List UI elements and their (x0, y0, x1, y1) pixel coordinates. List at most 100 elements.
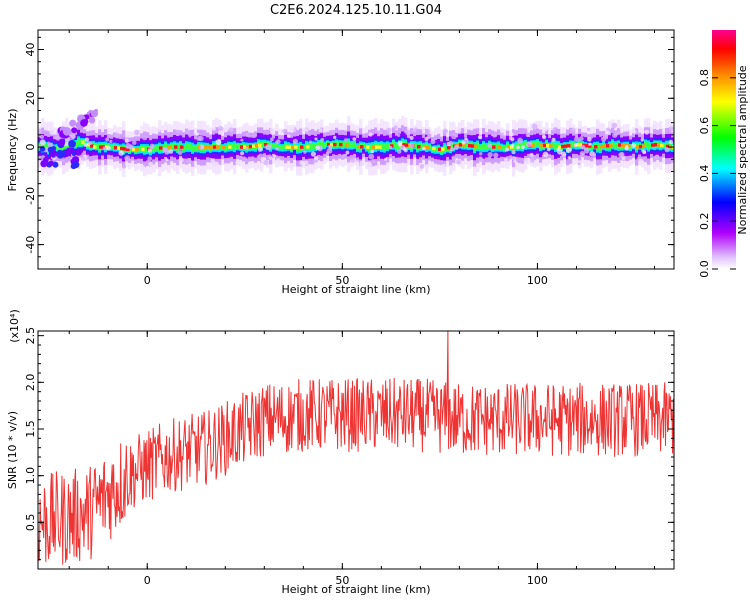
heatmap-core-cell (405, 143, 409, 147)
heatmap-cell (230, 143, 234, 150)
heatmap-speckle (198, 135, 204, 142)
heatmap-core-cell (81, 140, 85, 144)
heatmap-speckle (487, 151, 493, 158)
heatmap-core-cell (447, 146, 451, 150)
heatmap-speckle (638, 158, 644, 164)
heatmap-core-cell (564, 144, 568, 148)
colorbar-gradient (712, 30, 736, 269)
heatmap-speckle (587, 137, 592, 142)
heatmap-speckle (542, 151, 549, 158)
heatmap-cell (83, 139, 87, 145)
heatmap-speckle (188, 134, 192, 138)
heatmap-blob (80, 119, 88, 127)
heatmap-blob (48, 160, 54, 166)
heatmap-speckle (583, 147, 590, 154)
heatmap-speckle (479, 151, 483, 156)
heatmap-cell (275, 142, 279, 149)
heatmap-speckle (632, 129, 637, 134)
heatmap-speckle (124, 155, 131, 162)
heatmap-speckle (305, 131, 310, 135)
heatmap-core-cell (438, 147, 442, 151)
heatmap-speckle (352, 137, 357, 141)
heatmap-core-cell (372, 145, 376, 149)
heatmap-core-cell (492, 145, 496, 149)
heatmap-core-cell (546, 143, 550, 148)
heatmap-speckle (299, 160, 305, 166)
spectrogram-xtick-label: 50 (335, 274, 349, 287)
heatmap-cell (428, 144, 432, 150)
spectrogram-xtick-label: 0 (144, 274, 151, 287)
spectrogram-ylabel: Frequency (Hz) (6, 109, 19, 192)
heatmap-cell (278, 145, 282, 150)
heatmap-speckle (516, 145, 520, 150)
heatmap-core-cell (333, 142, 337, 147)
colorbar-ticks: 0.0 0.2 0.4 0.6 0.8 (698, 69, 736, 278)
heatmap-core-cell (561, 144, 565, 149)
heatmap-speckle (217, 125, 224, 132)
heatmap-speckle (388, 145, 393, 149)
heatmap-core-cell (657, 143, 661, 147)
heatmap-speckle (162, 146, 168, 152)
heatmap-cell (308, 144, 312, 151)
heatmap-cell (500, 145, 504, 151)
heatmap-core-cell (567, 144, 571, 148)
heatmap-core-cell (306, 145, 310, 149)
heatmap-cell (395, 143, 399, 150)
heatmap-speckle (139, 164, 146, 171)
heatmap-speckle (84, 137, 90, 142)
heatmap-cell (302, 145, 306, 151)
heatmap-speckle (304, 128, 309, 132)
heatmap-cell (515, 143, 519, 150)
heatmap-blob (69, 119, 77, 127)
heatmap-speckle (125, 142, 131, 149)
heatmap-core-cell (609, 143, 613, 148)
heatmap-speckle (113, 132, 120, 139)
heatmap-speckle (517, 137, 523, 144)
heatmap-cell (236, 144, 240, 149)
heatmap-speckle (165, 158, 169, 162)
heatmap-speckle (245, 146, 249, 150)
heatmap-core-cell (441, 147, 445, 151)
heatmap-cell (176, 144, 180, 151)
heatmap-core-cell (327, 142, 331, 147)
heatmap-cell (629, 145, 633, 150)
heatmap-speckle (64, 141, 70, 147)
heatmap-speckle (184, 129, 191, 135)
heatmap-speckle (39, 139, 46, 146)
heatmap-core-cell (252, 144, 256, 148)
heatmap-core-cell (114, 146, 118, 150)
snr-ytick-label: 1.5 (24, 420, 37, 438)
heatmap-cell (368, 144, 372, 152)
heatmap-speckle (46, 141, 50, 145)
heatmap-speckle (611, 122, 617, 129)
heatmap-speckle (604, 133, 608, 137)
heatmap-cell (362, 143, 366, 148)
snr-panel: 0 50 100 0.5 1.0 1.5 2.0 2.5 Height of straight… (6, 309, 675, 596)
heatmap-cell (350, 142, 354, 148)
heatmap-speckle (122, 164, 127, 169)
heatmap-speckle (345, 150, 350, 155)
heatmap-speckle (290, 164, 294, 168)
heatmap-speckle (477, 135, 482, 140)
heatmap-speckle (430, 139, 436, 145)
heatmap-speckle (359, 160, 365, 167)
heatmap-speckle (315, 145, 321, 151)
heatmap-speckle (644, 129, 650, 135)
heatmap-speckle (449, 147, 454, 152)
heatmap-speckle (386, 127, 392, 133)
heatmap-speckle (177, 150, 183, 155)
heatmap-speckle (344, 138, 348, 142)
heatmap-core-cell (498, 145, 502, 149)
heatmap-cell (644, 141, 648, 148)
heatmap-speckle (210, 158, 215, 164)
heatmap-cell (476, 142, 480, 150)
heatmap-speckle (624, 144, 629, 149)
heatmap-speckle (384, 157, 388, 161)
spectrogram-panel: 0 50 100 -40 -20 0 20 40 Height of straight lin… (6, 29, 675, 296)
heatmap-core-cell (213, 145, 217, 149)
heatmap-speckle (654, 154, 660, 160)
heatmap-cell (143, 146, 147, 153)
heatmap-speckle (551, 137, 556, 142)
snr-y-multiplier: (x10⁴) (8, 309, 21, 343)
heatmap-cell (137, 147, 141, 153)
